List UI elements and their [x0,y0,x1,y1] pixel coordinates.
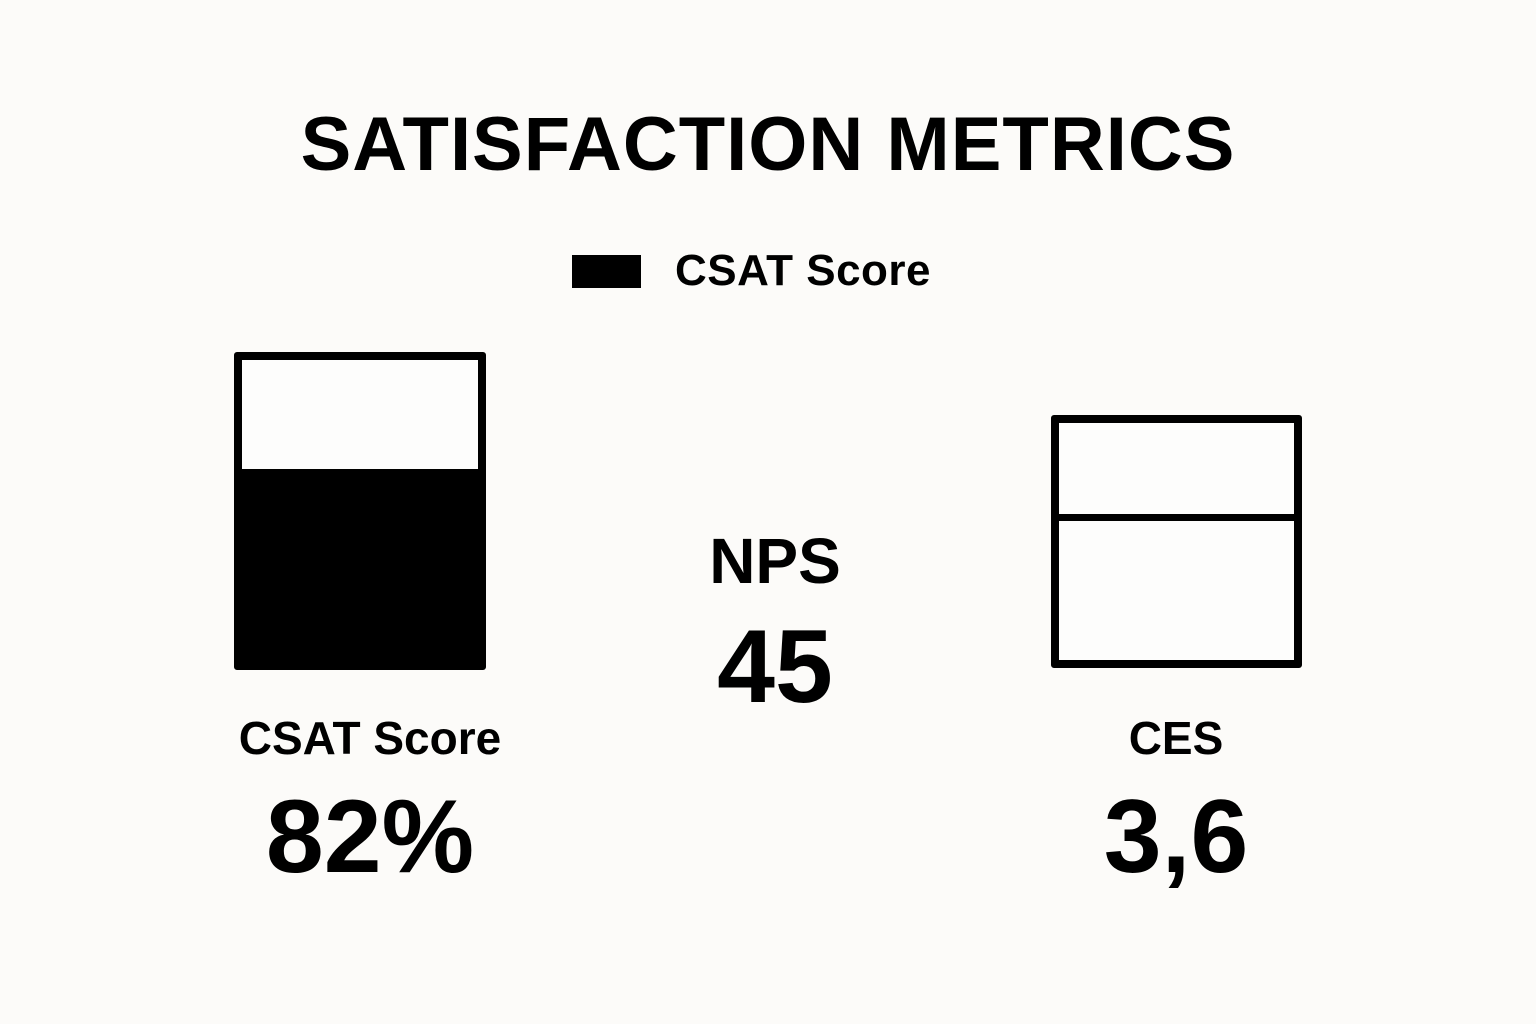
csat-gauge-fill [242,468,478,662]
ces-gauge-box [1051,415,1302,668]
nps-label: NPS [709,525,841,597]
legend: CSAT Score [572,246,931,296]
ces-gauge-divider [1059,513,1294,521]
legend-swatch-csat [572,254,641,288]
chart-title: SATISFACTION METRICS [300,102,1236,187]
legend-label-csat: CSAT Score [675,246,932,295]
ces-value: 3,6 [1103,779,1249,895]
csat-label: CSAT Score [238,712,502,764]
csat-gauge-bar [234,352,486,670]
nps-value: 45 [717,609,833,725]
csat-value: 82% [265,779,475,895]
ces-label: CES [1128,712,1224,764]
